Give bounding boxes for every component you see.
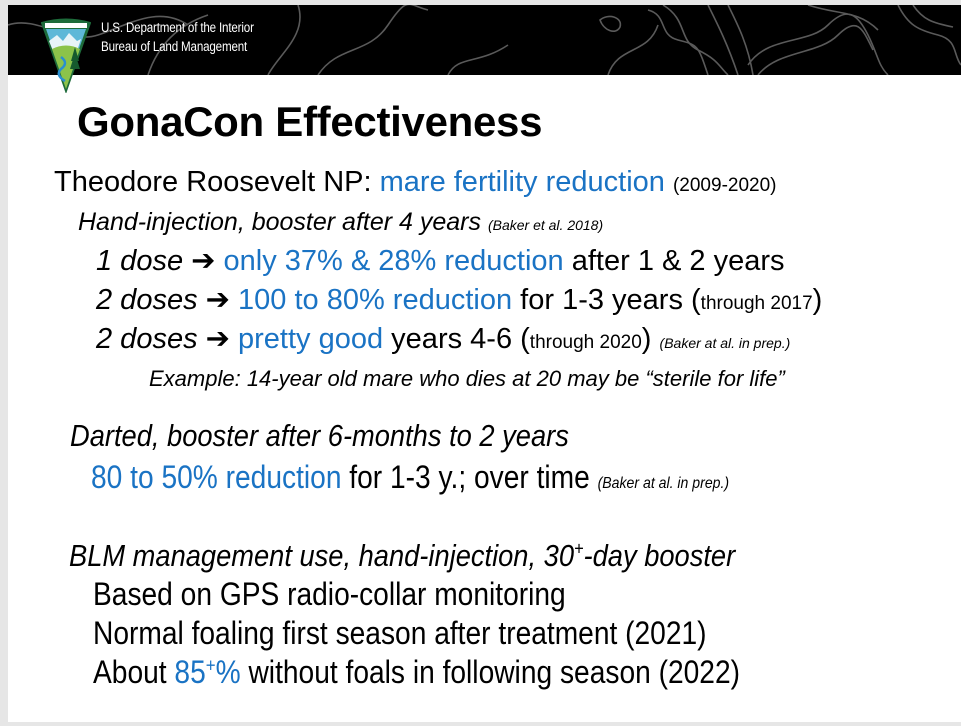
- trnp-example: Example: 14-year old mare who dies at 20…: [149, 366, 785, 391]
- agency-line-2: Bureau of Land Management: [101, 39, 248, 54]
- trnp-row-2: 2 doses ➔ 100 to 80% reduction for 1-3 y…: [96, 284, 823, 316]
- highlight-text: mare fertility reduction: [379, 166, 665, 198]
- trnp-heading: Theodore Roosevelt NP: mare fertility re…: [54, 166, 777, 198]
- slide: U.S. Department of the Interior Bureau o…: [8, 5, 961, 722]
- citation: (Baker et al. 2018): [487, 217, 604, 233]
- blm-shield-logo-icon: [41, 18, 91, 93]
- trnp-row-3: 2 doses ➔ pretty good years 4-6 (through…: [96, 323, 791, 355]
- blm-item-2: Normal foaling first season after treatm…: [93, 615, 707, 651]
- page-title: GonaCon Effectiveness: [77, 98, 543, 145]
- trnp-subheading: Hand-injection, booster after 4 years (B…: [78, 208, 604, 236]
- arrow-icon: ➔: [205, 284, 230, 316]
- agency-banner: U.S. Department of the Interior Bureau o…: [8, 5, 961, 75]
- topographic-pattern-icon: [8, 5, 961, 75]
- highlight-text: 85+%: [174, 654, 241, 690]
- trnp-row-1: 1 dose ➔ only 37% & 28% reduction after …: [96, 245, 785, 277]
- darted-result: 80 to 50% reduction for 1-3 y.; over tim…: [91, 459, 730, 495]
- blm-heading: BLM management use, hand-injection, 30+-…: [69, 537, 736, 573]
- darted-heading: Darted, booster after 6-months to 2 year…: [70, 418, 569, 453]
- blm-item-3: About 85+% without foals in following se…: [93, 654, 740, 690]
- citation: (Baker at al. in prep.): [659, 335, 791, 351]
- agency-line-1: U.S. Department of the Interior: [101, 20, 254, 35]
- arrow-icon: ➔: [191, 245, 216, 277]
- agency-name: U.S. Department of the Interior Bureau o…: [101, 18, 254, 56]
- citation: (Baker at al. in prep.): [597, 475, 730, 492]
- arrow-icon: ➔: [205, 323, 230, 355]
- blm-item-1: Based on GPS radio-collar monitoring: [93, 576, 566, 612]
